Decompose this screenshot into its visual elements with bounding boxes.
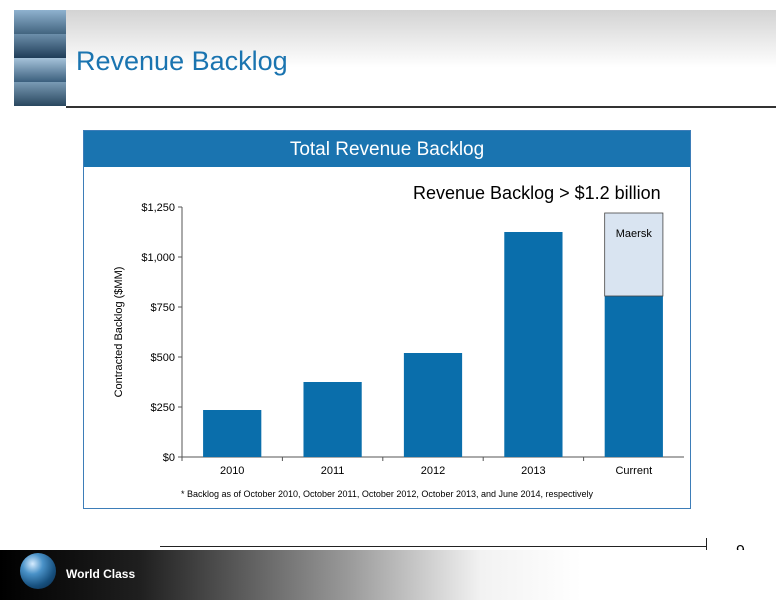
x-tick-label: 2011 — [321, 465, 345, 477]
bar-segment-maersk — [604, 212, 664, 297]
slide-title: Revenue Backlog — [76, 46, 288, 76]
bar-2013 — [504, 232, 563, 457]
slide-header: Revenue Backlog — [0, 0, 776, 108]
x-tick-label: 2013 — [521, 465, 545, 477]
backlog-callout: Revenue Backlog > $1.2 billion — [413, 183, 661, 203]
y-tick-label: $500 — [151, 352, 175, 364]
backlog-bar-chart: $0 $250 $500 $750 $1,000 $1,250 2010 2011 2012 20… — [113, 202, 684, 477]
y-tick-label: $250 — [151, 402, 175, 414]
rig-photo-2 — [14, 34, 66, 58]
globe-icon — [20, 553, 56, 589]
header-band — [66, 10, 776, 108]
footer-rule — [160, 546, 706, 547]
y-tick-label: $0 — [163, 452, 175, 464]
y-axis-label: Contracted Backlog ($MM) — [113, 267, 125, 398]
backlog-chart-panel: Total Revenue Backlog $0 $250 $500 $750 $1,0… — [83, 130, 691, 509]
y-tick-label: $750 — [151, 302, 175, 314]
x-tick-label: 2012 — [421, 465, 445, 477]
footer-tick — [706, 538, 707, 554]
y-tick-label: $1,000 — [141, 252, 175, 264]
panel-header: Total Revenue Backlog — [84, 131, 690, 167]
bar-current — [604, 296, 663, 457]
bar-2010 — [203, 410, 262, 457]
x-tick-label: 2010 — [220, 465, 244, 477]
chart-footnote: * Backlog as of October 2010, October 20… — [180, 489, 594, 499]
bar-2012 — [403, 353, 463, 457]
rig-photo-4 — [14, 82, 66, 106]
rig-photo-3 — [14, 58, 66, 82]
y-tick-label: $1,250 — [141, 202, 175, 214]
brand-tagline: World Class — [66, 567, 136, 581]
x-tick-label: Current — [615, 465, 652, 477]
segment-label-maersk: Maersk — [616, 228, 653, 240]
bar-2011 — [303, 382, 362, 457]
footer-band — [0, 550, 776, 600]
rig-photo-1 — [14, 10, 66, 34]
offshore-rig-photos — [14, 10, 66, 106]
